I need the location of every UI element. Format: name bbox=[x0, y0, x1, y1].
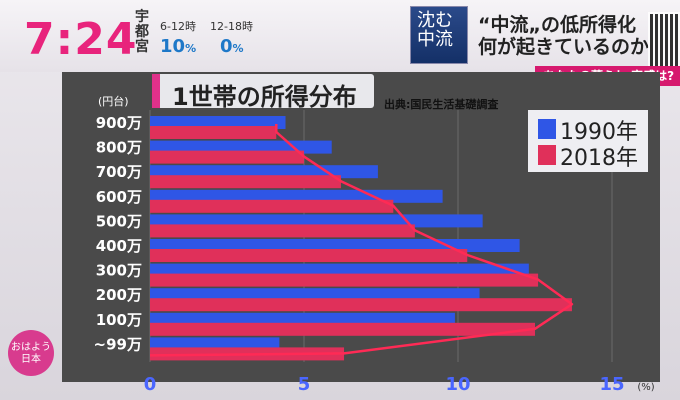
qr-code-icon bbox=[648, 12, 680, 68]
legend-label-2018: 2018年 bbox=[560, 146, 638, 171]
clock: 7:24 bbox=[24, 14, 138, 65]
bar-2018 bbox=[150, 224, 415, 238]
y-unit-label: (円台) bbox=[98, 94, 129, 108]
bar-2018 bbox=[150, 298, 572, 312]
bar-2018 bbox=[150, 150, 304, 164]
category-label: 700万 bbox=[96, 163, 142, 181]
headline-line1: “中流„の低所得化 bbox=[478, 14, 636, 36]
category-label: 900万 bbox=[96, 114, 142, 132]
bar-1990 bbox=[150, 140, 332, 154]
title-accent bbox=[152, 74, 160, 108]
category-label: 100万 bbox=[96, 311, 142, 329]
bar-2018 bbox=[150, 199, 394, 213]
category-label: ~99万 bbox=[94, 335, 142, 353]
x-unit-label: (%) bbox=[637, 382, 654, 393]
bar-2018 bbox=[150, 249, 468, 262]
bar-1990 bbox=[150, 288, 480, 302]
program-logo: おはよう日本 bbox=[8, 330, 54, 376]
bar-2018 bbox=[150, 322, 535, 336]
bar-1990 bbox=[150, 214, 483, 228]
rain-period-1: 6-12時 bbox=[160, 20, 196, 33]
chart-source: 出典:国民生活基礎調査 bbox=[384, 98, 499, 111]
category-label: 500万 bbox=[96, 212, 142, 230]
x-tick-label: 0 bbox=[144, 374, 157, 395]
bar-1990 bbox=[150, 337, 280, 351]
bar-1990 bbox=[150, 312, 455, 326]
x-tick-label: 10 bbox=[445, 374, 470, 395]
chart-title-box: 1世帯の所得分布 bbox=[152, 74, 374, 111]
legend-swatch-1990 bbox=[538, 119, 556, 139]
feature-box: 沈む中流 bbox=[410, 6, 468, 64]
bar-1990 bbox=[150, 263, 529, 277]
bar-1990 bbox=[150, 189, 443, 203]
x-tick-label: 15 bbox=[599, 374, 624, 395]
category-label: 300万 bbox=[96, 262, 142, 280]
top-bar: 7:24 宇都宮 6-12時 12-18時 10% 0% 沈む中流 “中流„の低… bbox=[0, 0, 680, 72]
category-label: 800万 bbox=[96, 139, 142, 157]
category-label: 400万 bbox=[96, 237, 142, 255]
category-label: 200万 bbox=[96, 286, 142, 304]
bar-1990 bbox=[150, 116, 286, 129]
bar-1990 bbox=[150, 239, 520, 252]
rain-value-2: 0% bbox=[220, 36, 244, 57]
bar-2018 bbox=[150, 175, 341, 189]
headline-line2: 何が起きているのか bbox=[478, 36, 650, 58]
x-tick-label: 5 bbox=[298, 374, 311, 395]
category-label: 600万 bbox=[96, 188, 142, 206]
rain-value-1: 10% bbox=[160, 36, 197, 57]
bar-2018 bbox=[150, 273, 539, 287]
rain-period-2: 12-18時 bbox=[210, 20, 253, 33]
city-label: 宇都宮 bbox=[135, 9, 149, 55]
legend-swatch-2018 bbox=[538, 145, 556, 165]
legend: 1990年 2018年 bbox=[528, 110, 648, 172]
legend-label-1990: 1990年 bbox=[560, 120, 638, 145]
bar-2018 bbox=[150, 126, 277, 139]
chart-title: 1世帯の所得分布 bbox=[172, 83, 357, 111]
headline: “中流„の低所得化 何が起きているのか bbox=[478, 14, 649, 58]
distribution-outline bbox=[149, 124, 574, 357]
